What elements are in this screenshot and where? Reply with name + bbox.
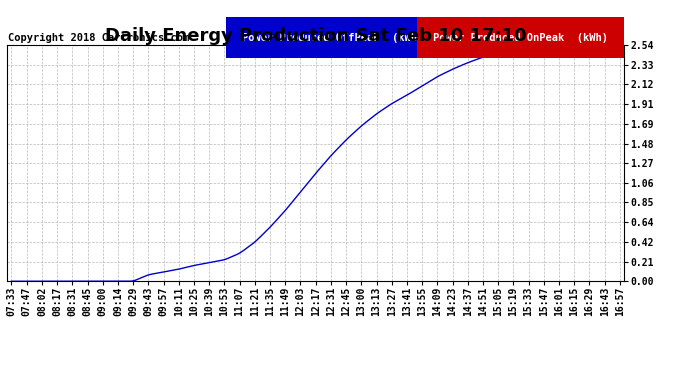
Title: Daily Energy Production Sat Feb 10 17:10: Daily Energy Production Sat Feb 10 17:10 bbox=[105, 27, 526, 45]
Text: Power Produced OnPeak  (kWh): Power Produced OnPeak (kWh) bbox=[433, 33, 608, 43]
Text: Power Produced OffPeak  (kWh): Power Produced OffPeak (kWh) bbox=[241, 33, 423, 43]
Text: Copyright 2018 Cartronics.com: Copyright 2018 Cartronics.com bbox=[8, 33, 189, 43]
